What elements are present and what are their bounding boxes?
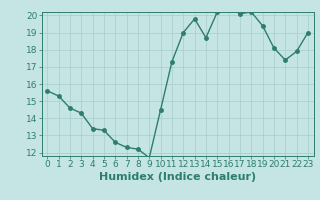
X-axis label: Humidex (Indice chaleur): Humidex (Indice chaleur): [99, 172, 256, 182]
